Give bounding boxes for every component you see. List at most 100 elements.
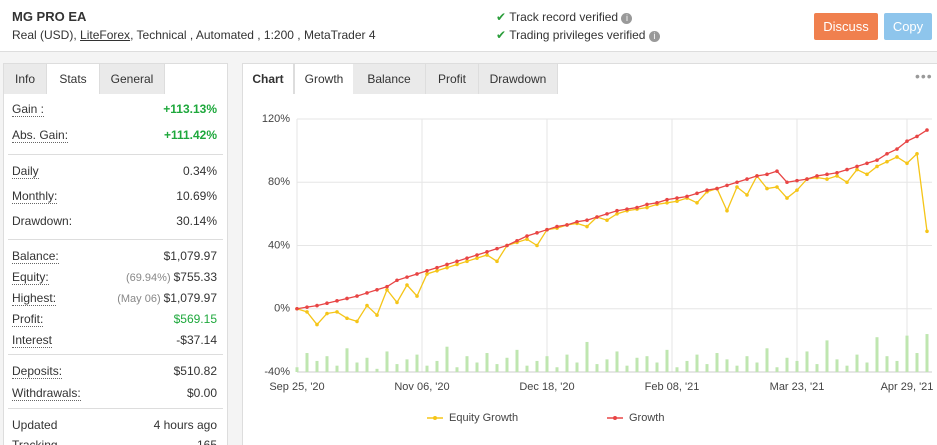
discuss-button[interactable]: Discuss xyxy=(814,13,878,40)
stat-note: (May 06) xyxy=(117,293,161,305)
bar xyxy=(325,356,329,372)
point xyxy=(915,134,919,139)
bar xyxy=(895,360,899,372)
point xyxy=(745,193,749,197)
point xyxy=(765,172,769,177)
point xyxy=(435,265,439,270)
point xyxy=(915,151,919,156)
point xyxy=(325,301,329,306)
point xyxy=(665,201,669,205)
bar xyxy=(495,364,499,372)
tab[interactable]: Growth xyxy=(294,64,354,94)
legend-swatch xyxy=(433,416,437,420)
point xyxy=(345,316,349,321)
stat-label: Highest: xyxy=(12,291,57,306)
point xyxy=(835,170,839,175)
tab[interactable]: Info xyxy=(4,64,47,94)
point xyxy=(775,185,779,189)
bar xyxy=(685,360,689,372)
point xyxy=(875,164,879,169)
stat-value-box: $0.00 xyxy=(187,386,217,400)
point xyxy=(295,306,299,311)
bar xyxy=(825,340,829,372)
stat-value: $1,079.97 xyxy=(163,291,217,305)
bar xyxy=(615,351,619,372)
bar xyxy=(925,334,929,372)
point xyxy=(355,319,359,324)
tab[interactable]: Stats xyxy=(47,64,100,94)
verified: ✔ Track record verified i xyxy=(496,10,633,24)
bar xyxy=(875,337,879,372)
bar xyxy=(845,365,849,372)
bar xyxy=(435,360,439,372)
stat-value-box: 165 xyxy=(197,438,217,445)
x-tick-label: Mar 23, '21 xyxy=(770,381,825,393)
series-line xyxy=(296,129,928,310)
bar xyxy=(315,360,319,372)
point xyxy=(445,262,449,267)
bar xyxy=(365,357,369,372)
point xyxy=(505,243,509,248)
tab[interactable]: Balance xyxy=(353,64,426,94)
stats-panel: Info Stats General Gain : +113.13% Abs. Ga… xyxy=(3,63,228,445)
stat-label: Profit: xyxy=(12,312,44,327)
bar xyxy=(655,362,659,372)
point xyxy=(405,275,409,279)
broker-link[interactable]: LiteForex xyxy=(80,28,131,42)
copy-button[interactable]: Copy xyxy=(884,13,932,40)
point xyxy=(685,194,689,199)
point xyxy=(565,223,569,227)
x-tick-label: Sep 25, '20 xyxy=(269,381,324,393)
bar xyxy=(815,364,819,372)
point xyxy=(865,161,869,166)
point xyxy=(535,243,539,248)
point xyxy=(845,180,849,185)
point xyxy=(665,197,669,202)
y-tick-label: 0% xyxy=(274,303,290,315)
stat-value-box: 10.69% xyxy=(176,189,217,203)
y-tick-label: 120% xyxy=(262,113,290,125)
stat-value: $755.33 xyxy=(173,270,217,284)
point xyxy=(585,224,589,229)
point xyxy=(675,196,679,200)
point xyxy=(585,218,589,222)
bar xyxy=(525,365,529,372)
point xyxy=(605,218,609,222)
stat-value-box: $569.15 xyxy=(174,312,217,326)
bar xyxy=(405,359,409,372)
point xyxy=(515,238,519,243)
stat-label: Updated xyxy=(12,418,58,432)
point xyxy=(425,269,429,273)
bar xyxy=(855,354,859,372)
point xyxy=(695,201,699,205)
stat-row: Profit: $569.15 xyxy=(12,312,217,327)
tab[interactable]: Drawdown xyxy=(479,64,558,94)
bar xyxy=(605,359,609,372)
tab[interactable]: General xyxy=(100,64,165,94)
bar xyxy=(695,354,699,372)
point xyxy=(525,237,529,241)
separator xyxy=(8,154,223,155)
point xyxy=(335,310,339,314)
stat-value-box: 0.34% xyxy=(183,164,217,178)
stat-value: $0.00 xyxy=(186,386,217,400)
point xyxy=(325,311,329,316)
point xyxy=(785,180,789,185)
menu-icon[interactable]: ••• xyxy=(915,68,933,84)
point xyxy=(815,174,819,178)
point xyxy=(855,164,859,169)
bar xyxy=(485,353,489,372)
stat-row: Deposits: $510.82 xyxy=(12,364,217,379)
point xyxy=(645,205,649,210)
tab[interactable]: Profit xyxy=(426,64,479,94)
point xyxy=(395,300,399,305)
stat-label: Withdrawals: xyxy=(12,386,81,401)
stat-row: Abs. Gain: +111.42% xyxy=(12,128,217,143)
bar xyxy=(355,362,359,372)
bar xyxy=(555,367,559,372)
point xyxy=(415,272,419,276)
point xyxy=(795,188,799,192)
point xyxy=(455,259,459,264)
point xyxy=(615,212,619,216)
